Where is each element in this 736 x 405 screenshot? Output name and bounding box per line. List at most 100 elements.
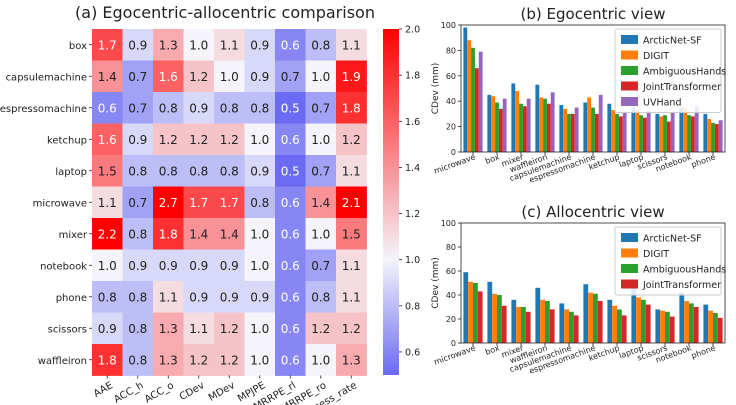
allo-chart-bar [708,310,713,343]
heatmap-cell-label: 1.6 [159,70,178,84]
heatmap-cell [153,281,184,313]
heatmap-cell-label: 0.8 [128,290,147,304]
heatmap-cell [153,249,184,282]
heatmap-cell [336,249,367,282]
allo-chart-title: (c) Allocentric view [521,203,664,221]
ego-chart-bar [611,110,616,152]
heatmap-cell-label: 1.0 [311,133,330,147]
allo-chart-legend-label: ArcticNet-SF [643,234,702,245]
heatmap-cell-label: 0.8 [220,101,239,115]
ego-chart-x-tick-label: box [484,152,501,165]
heatmap-row-label: box [69,41,87,52]
heatmap-row-label: microwave [33,198,87,209]
allo-chart-bar [641,299,646,343]
heatmap-cell-label: 1.2 [189,133,208,147]
allo-chart-bar [665,311,670,343]
heatmap-cell-label: 1.3 [159,322,178,336]
heatmap-cell [122,281,154,313]
heatmap-cell-label: 0.8 [128,227,147,241]
heatmap-cell [92,312,123,345]
heatmap-cell [183,123,215,156]
ego-chart-bar [543,98,547,152]
heatmap-row-label: capsulemachine [6,72,87,83]
heatmap-cell [244,218,276,250]
heatmap-cell [244,249,276,282]
ego-chart-legend-label: ArcticNet-SF [643,36,702,47]
ego-chart-bar [526,98,531,152]
ego-chart-bar [570,113,575,152]
heatmap-cell [244,92,276,124]
ego-chart-bar [694,106,699,152]
heatmap-cell-label: 1.3 [159,353,178,367]
heatmap-cell [305,344,337,376]
allo-chart-legend [614,226,722,296]
heatmap-cell-label: 0.8 [128,164,147,178]
heatmap-cell-label: 0.9 [189,101,208,115]
allo-chart-bar [545,301,550,343]
allo-chart-y-tick-label: 20 [446,315,456,324]
heatmap-cell-label: 1.1 [342,38,361,52]
heatmap-row-label: espressomachine [0,104,87,115]
allo-chart-bar [588,292,593,343]
allo-chart-bar [689,303,694,343]
heatmap-cell-label: 2.7 [159,196,178,210]
allo-chart-y-tick-label: 40 [446,291,456,300]
heatmap-cell [275,281,306,313]
ego-chart-bar [707,118,712,152]
ego-chart-bar [559,105,564,152]
allo-chart-legend-label: JointTransformer [642,280,721,291]
heatmap-cell [275,92,306,124]
heatmap-cell-label: 2.1 [342,196,361,210]
allo-chart-bar [660,310,665,343]
heatmap-row-label: laptop [55,167,87,178]
heatmap-cell-label: 1.1 [189,322,208,336]
allo-chart-y-tick-label: 60 [446,267,456,276]
heatmap-cell [336,155,367,187]
ego-chart-bar [690,116,695,152]
allo-chart-bar [511,299,517,343]
ego-chart-bar [642,117,647,152]
heatmap-cell [214,344,245,376]
heatmap-cell [122,249,154,282]
heatmap-cell-label: 1.7 [220,196,239,210]
heatmap-cell [336,29,367,61]
heatmap-cell [214,312,245,345]
heatmap-cell-label: 1.3 [342,353,361,367]
ego-chart-y-tick-label: 80 [446,46,456,55]
heatmap-cell-label: 0.7 [311,101,330,115]
heatmap-cell [122,344,154,376]
allo-chart-bar [473,283,478,343]
heatmap-cell [122,312,154,345]
heatmap-cell-label: 1.1 [342,259,361,273]
heatmap-cell [122,155,154,187]
heatmap-cell-label: 0.6 [281,38,300,52]
heatmap-cell [275,29,306,61]
ego-chart-bar [498,108,503,152]
ego-chart-bar [618,116,623,152]
heatmap-cell [214,60,245,93]
heatmap-cell [305,186,337,219]
heatmap-col-label: ACC_h [112,380,145,405]
heatmap-cell [122,29,154,61]
heatmap-cell-label: 0.6 [281,259,300,273]
allo-chart-bar [559,303,565,343]
ego-chart-bar [631,107,636,152]
heatmap-cell [153,344,184,376]
allo-chart-bar [636,297,641,343]
heatmap-cell [122,218,154,250]
heatmap-cell [153,92,184,124]
heatmap-cell-label: 0.6 [281,322,300,336]
heatmap-cell [336,312,367,345]
heatmap-cell-label: 1.0 [220,70,239,84]
ego-chart-bar [467,40,472,152]
heatmap-cell-label: 0.7 [311,259,330,273]
heatmap-cell-label: 0.8 [220,164,239,178]
heatmap-cell [275,344,306,376]
allo-chart-bar [540,299,545,343]
heatmap-cell [214,249,245,282]
heatmap-cell [305,312,337,345]
ego-chart-bar [646,111,651,152]
heatmap-cell [183,155,215,187]
heatmap-cell-label: 0.9 [189,259,208,273]
colorbar-tick-label: 1.4 [405,163,420,174]
